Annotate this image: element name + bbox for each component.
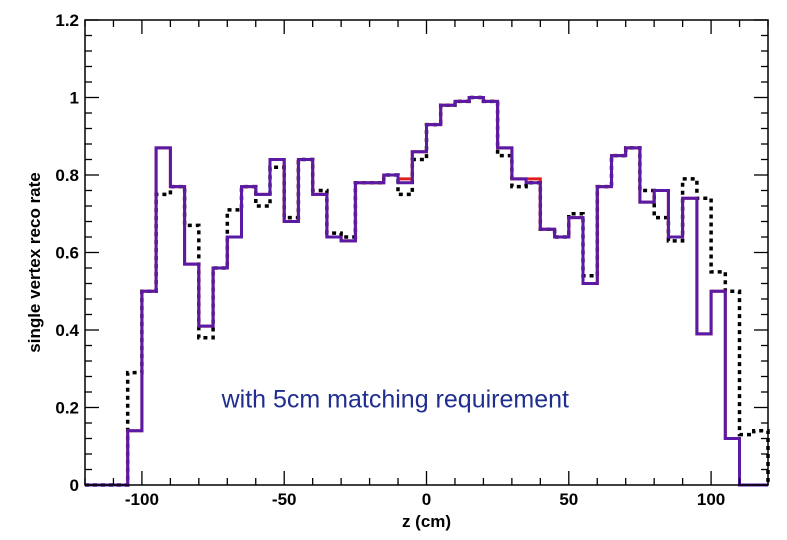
tick-labels: -100 -50 0 50 100 0 0.2 0.4 0.6 0.8 1 1.2 [55, 11, 725, 509]
x-tick-label: -100 [125, 490, 159, 509]
x-tick-label: 0 [422, 490, 431, 509]
y-axis-title: single vertex reco rate [25, 172, 44, 352]
x-tick-label: 50 [559, 490, 578, 509]
y-tick-label: 0.8 [55, 166, 79, 185]
y-tick-label: 0 [70, 476, 79, 495]
y-tick-label: 1.2 [55, 11, 79, 30]
series-layer [85, 95, 770, 487]
ticks-layer [84, 19, 769, 486]
annotation-text: with 5cm matching requirement [221, 386, 569, 414]
x-axis-title: z (cm) [402, 512, 451, 531]
y-tick-label: 0.6 [55, 244, 79, 263]
y-tick-label: 0.2 [55, 399, 79, 418]
y-tick-label: 1 [70, 89, 79, 108]
x-tick-label: -50 [272, 490, 297, 509]
series-purple [85, 96, 768, 487]
x-tick-label: 100 [697, 490, 725, 509]
y-tick-label: 0.4 [55, 321, 79, 340]
